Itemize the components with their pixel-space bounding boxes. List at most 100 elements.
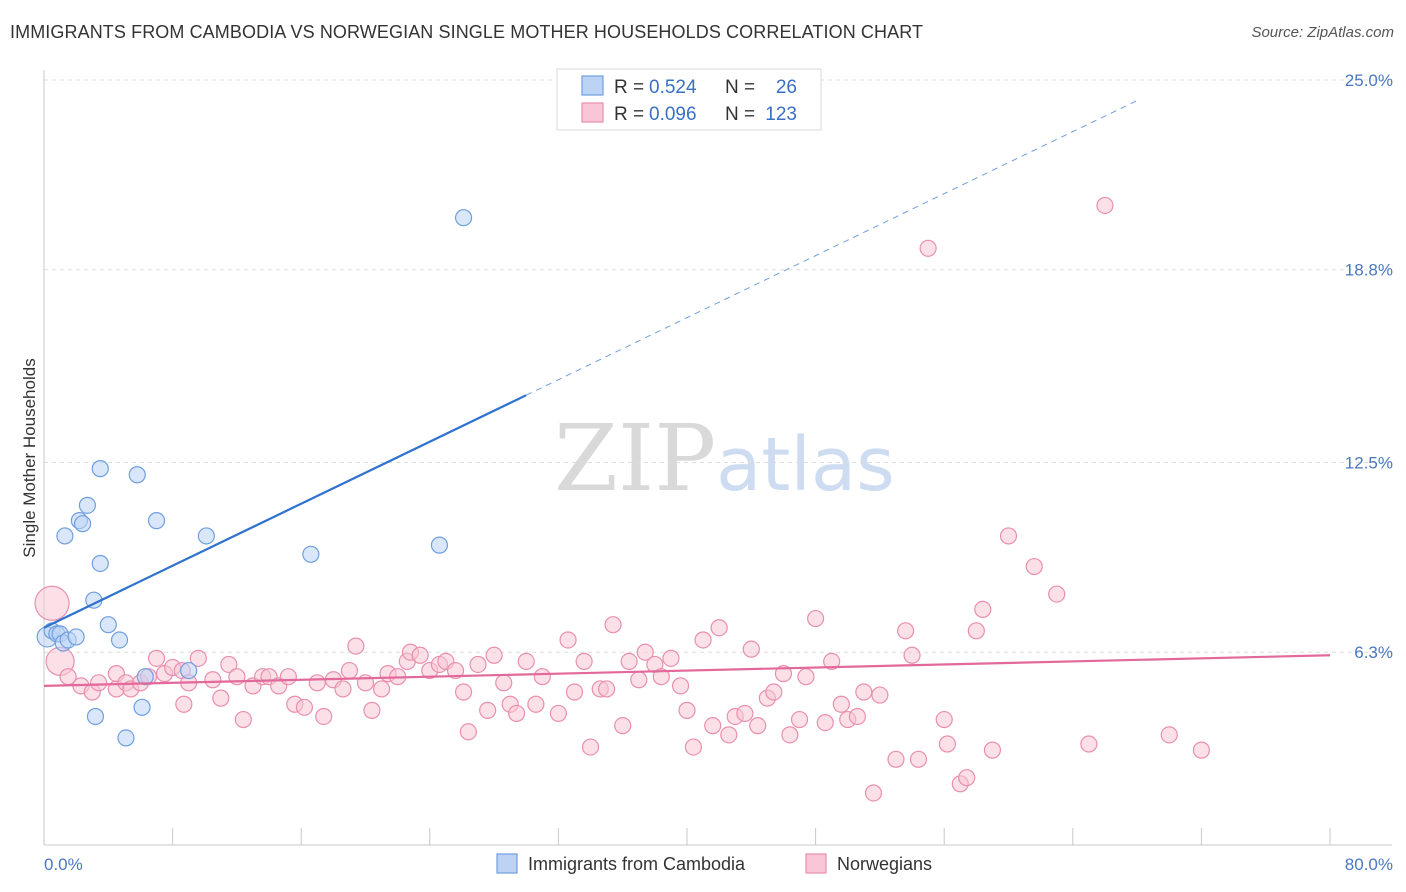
- norwegians-point-84: [742, 640, 760, 658]
- norwegians-point-56: [508, 704, 526, 723]
- norwegians-point-99: [864, 784, 883, 802]
- cambodia-point-21: [302, 545, 320, 563]
- norwegians-point-111: [974, 600, 992, 618]
- cambodia-trend-line: [43, 394, 527, 629]
- y-tick-label-0: 6.3%: [1354, 643, 1393, 662]
- cambodia-point-23: [454, 209, 473, 227]
- norwegians-point-57: [517, 652, 535, 671]
- norwegians-point-0: [34, 585, 70, 621]
- legend-n-value-2: 123: [765, 104, 797, 125]
- cambodia-point-12: [128, 466, 146, 484]
- cambodia-point-24: [86, 707, 105, 726]
- cambodia-point-16: [99, 616, 117, 634]
- norwegians-point-62: [565, 683, 584, 701]
- legend-n-label-2: N =: [725, 104, 755, 125]
- series-legend: Immigrants from Cambodia Norwegians: [496, 853, 932, 874]
- norwegians-point-77: [684, 738, 703, 756]
- watermark: ZIP atlas: [554, 405, 895, 512]
- legend-r-value-1: 0.524: [649, 77, 697, 98]
- norwegians-point-70: [630, 671, 648, 689]
- norwegians-point-110: [967, 622, 985, 640]
- series-immigrants-from-cambodia: [36, 209, 473, 747]
- norwegians-point-28: [279, 668, 297, 686]
- cambodia-point-19: [180, 661, 198, 680]
- norwegians-point-106: [935, 710, 953, 729]
- norwegians-point-104: [909, 750, 928, 768]
- norwegians-point-114: [1025, 557, 1043, 576]
- norwegians-point-103: [903, 646, 921, 664]
- norwegians-point-36: [347, 637, 365, 655]
- norwegians-point-68: [614, 717, 632, 735]
- norwegians-point-105: [919, 239, 937, 257]
- norwegians-point-97: [848, 707, 866, 726]
- watermark-zip: ZIP: [554, 405, 716, 512]
- norwegians-point-118: [1160, 726, 1178, 744]
- norwegians-point-19: [204, 671, 222, 689]
- norwegians-point-73: [652, 668, 670, 686]
- y-tick-label-3: 25.0%: [1345, 71, 1393, 90]
- chart-title: IMMIGRANTS FROM CAMBODIA VS NORWEGIAN SI…: [10, 22, 924, 42]
- norwegians-point-63: [575, 652, 593, 671]
- norwegians-point-34: [334, 680, 352, 698]
- legend-r-value-2: 0.096: [649, 104, 697, 125]
- norwegians-point-5: [90, 674, 108, 692]
- norwegians-point-60: [549, 704, 568, 723]
- norwegians-point-32: [315, 707, 333, 726]
- norwegians-point-75: [671, 677, 690, 695]
- y-axis-title: Single Mother Households: [20, 358, 39, 557]
- norwegians-point-107: [938, 735, 957, 753]
- cambodia-point-25: [117, 729, 135, 747]
- legend-r-label-1: R =: [614, 77, 644, 98]
- norwegians-point-89: [781, 726, 799, 744]
- norwegians-point-66: [598, 680, 616, 698]
- watermark-atlas: atlas: [716, 422, 895, 508]
- norwegians-point-58: [527, 695, 545, 713]
- bottom-legend-label-norwegians: Norwegians: [837, 854, 932, 874]
- norwegians-point-54: [495, 674, 513, 692]
- norwegians-point-93: [816, 713, 834, 732]
- norwegians-point-18: [189, 649, 207, 667]
- norwegians-point-87: [765, 683, 783, 701]
- norwegians-point-115: [1048, 585, 1066, 603]
- cambodia-point-17: [110, 631, 129, 649]
- norwegians-point-52: [479, 701, 497, 719]
- cambodia-point-6: [67, 628, 85, 646]
- legend-n-value-1: 26: [776, 77, 797, 98]
- bottom-legend-swatch-blue: [496, 853, 518, 874]
- norwegians-point-51: [469, 655, 487, 674]
- source-credit: Source: ZipAtlas.com: [1251, 24, 1394, 41]
- norwegians-point-61: [559, 631, 577, 649]
- y-tick-label-1: 12.5%: [1345, 454, 1393, 473]
- trend-lines: [43, 100, 1331, 687]
- cambodia-point-18: [136, 668, 154, 686]
- norwegians-point-31: [308, 674, 326, 692]
- norwegians-point-91: [797, 668, 815, 686]
- norwegians-point-30: [295, 698, 314, 716]
- bottom-legend-label-cambodia: Immigrants from Cambodia: [528, 854, 746, 874]
- norwegians-point-79: [704, 717, 722, 735]
- norwegians-point-88: [774, 665, 793, 683]
- norwegians-point-76: [678, 701, 696, 719]
- norwegians-point-112: [983, 741, 1002, 759]
- x-axis-ticks: [43, 828, 1331, 845]
- norwegians-point-90: [790, 710, 809, 729]
- norwegians-point-80: [710, 619, 728, 637]
- norwegians-point-95: [832, 695, 850, 713]
- norwegians-point-39: [372, 680, 391, 698]
- bottom-legend-swatch-pink: [805, 853, 827, 874]
- norwegians-point-44: [411, 646, 429, 664]
- norwegians-point-94: [823, 652, 841, 671]
- norwegians-point-38: [363, 701, 381, 719]
- norwegians-point-49: [454, 683, 473, 701]
- cambodia-point-13: [147, 512, 166, 530]
- norwegians-point-81: [720, 726, 738, 744]
- norwegians-point-100: [871, 686, 889, 704]
- norwegians-point-23: [234, 710, 252, 729]
- norwegians-point-69: [620, 652, 638, 671]
- norwegians-point-71: [636, 643, 654, 661]
- norwegians-point-35: [340, 661, 359, 680]
- norwegians-point-21: [220, 655, 238, 674]
- cambodia-point-22: [430, 536, 449, 554]
- cambodia-point-10: [78, 496, 97, 514]
- correlation-legend: R = 0.524 N = 26 R = 0.096 N = 123: [556, 68, 822, 131]
